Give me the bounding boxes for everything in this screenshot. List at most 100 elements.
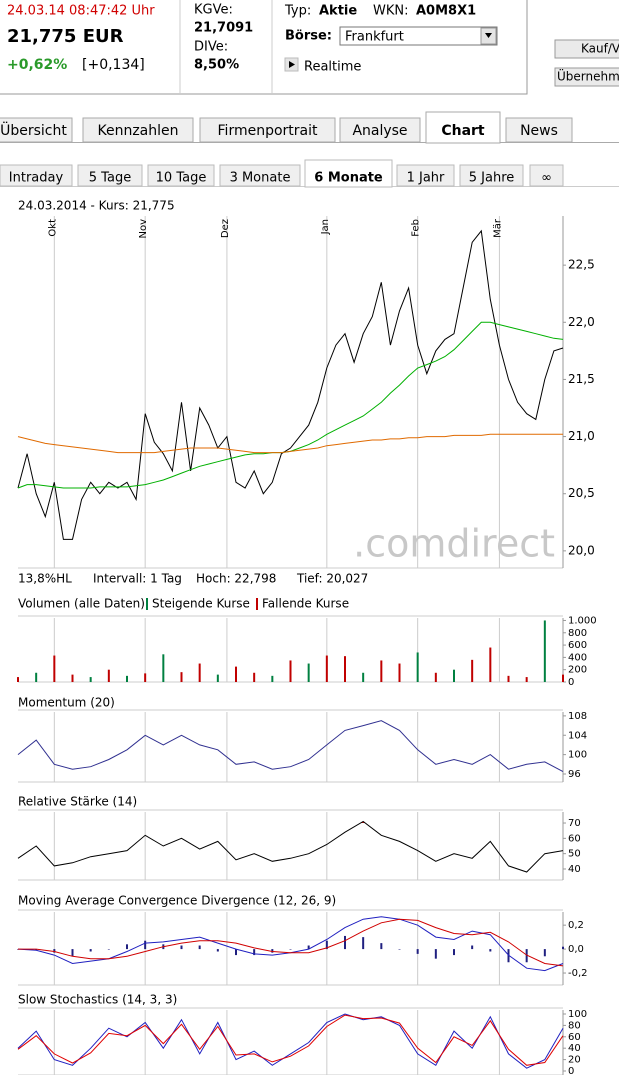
month-label: Nov — [138, 219, 149, 239]
boerse-label: Börse: — [285, 29, 332, 44]
y-tick-label: 0 — [568, 1066, 574, 1075]
typ-label: Typ: — [284, 4, 311, 19]
y-tick-label: 800 — [568, 628, 587, 639]
tab[interactable] — [199, 117, 336, 143]
range-tab[interactable] — [396, 164, 455, 187]
series-line — [17, 820, 564, 873]
y-tick-label: 200 — [568, 665, 587, 676]
bar — [562, 946, 564, 950]
range-tab-label[interactable]: 6 Monate — [314, 171, 383, 186]
bar — [71, 949, 74, 957]
bar — [325, 940, 328, 950]
bar — [307, 663, 310, 682]
bar — [17, 677, 19, 682]
quote-box — [0, 0, 528, 95]
month-label: Feb — [411, 219, 422, 237]
chart-stat: 13,8%HL — [18, 572, 72, 586]
bar — [235, 949, 237, 956]
tab-label[interactable]: News — [520, 123, 558, 139]
y-tick-label: 104 — [568, 730, 587, 741]
y-tick-label: 20,5 — [568, 486, 595, 500]
tab[interactable] — [505, 117, 573, 143]
bar — [489, 647, 492, 682]
range-tab[interactable] — [529, 164, 564, 187]
series-line — [17, 1014, 564, 1066]
y-tick-label: 20 — [568, 1055, 581, 1066]
bar — [253, 672, 256, 682]
tab-label[interactable]: Kennzahlen — [97, 123, 178, 139]
y-tick-label: 40 — [568, 864, 581, 875]
y-tick-label: 100 — [568, 1009, 587, 1020]
wkn: A0M8X1 — [416, 4, 476, 19]
datetime: 24.03.14 08:47:42 Uhr — [7, 4, 155, 19]
bar — [434, 672, 437, 682]
bar — [543, 620, 546, 682]
range-tab[interactable] — [459, 164, 524, 187]
bar — [362, 672, 365, 682]
bar — [216, 674, 219, 682]
panel-title: Relative Stärke (14) — [18, 795, 137, 809]
month-label: Mär — [492, 218, 503, 238]
bar — [543, 949, 546, 957]
range-tab-label[interactable]: 5 Jahre — [469, 171, 515, 186]
range-tab-label[interactable]: 10 Tage — [156, 171, 207, 186]
tab[interactable] — [82, 117, 194, 143]
y-tick-label: 40 — [568, 1043, 581, 1054]
chart-stat: Intervall: 1 Tag — [93, 572, 182, 586]
bar — [380, 943, 383, 950]
range-tab[interactable] — [147, 164, 215, 187]
range-tab[interactable] — [219, 164, 301, 187]
y-tick-label: 21,5 — [568, 372, 595, 386]
month-label: Jan — [320, 219, 331, 235]
bar — [71, 674, 74, 682]
bar — [89, 949, 92, 952]
y-tick-label: 21,0 — [568, 429, 595, 443]
bar — [198, 945, 201, 950]
take-over-button-label[interactable]: Übernehm — [557, 68, 619, 84]
range-tab[interactable] — [304, 159, 393, 188]
bar — [89, 677, 92, 682]
y-tick-label: 70 — [568, 818, 581, 829]
bar — [126, 675, 128, 682]
bar — [307, 945, 310, 950]
range-tab[interactable] — [0, 164, 73, 187]
tab-label[interactable]: Chart — [441, 123, 485, 139]
tab[interactable] — [339, 117, 421, 143]
bar — [416, 652, 419, 682]
bar — [453, 669, 455, 682]
typ: Aktie — [319, 4, 357, 19]
bar — [525, 677, 528, 682]
bar — [216, 949, 219, 952]
kgve-label: KGVe: — [194, 3, 233, 18]
panel-title: Volumen (alle Daten) — [18, 597, 145, 611]
take-over-button[interactable] — [554, 67, 619, 87]
bar — [107, 949, 110, 950]
bar — [344, 656, 346, 682]
legend-swatch — [256, 598, 258, 610]
tab[interactable] — [0, 117, 73, 143]
buy-button[interactable] — [554, 39, 619, 59]
y-tick-label: 50 — [568, 849, 581, 860]
range-tab-label[interactable]: 5 Tage — [89, 171, 131, 186]
realtime[interactable]: Realtime — [304, 60, 361, 75]
range-tab[interactable] — [77, 164, 143, 187]
tab-label[interactable]: Übersicht — [0, 121, 67, 139]
tab[interactable] — [425, 111, 501, 144]
bar — [53, 655, 56, 682]
bar — [525, 949, 528, 963]
range-tab-label[interactable]: 3 Monate — [230, 171, 291, 186]
tab-label[interactable]: Firmenportrait — [218, 123, 318, 139]
range-tab-label[interactable]: 1 Jahr — [407, 171, 445, 186]
range-tab-label[interactable]: Intraday — [9, 171, 64, 186]
buy-button-label[interactable]: Kauf/V — [581, 42, 619, 56]
range-tab-label[interactable]: ∞ — [541, 171, 552, 186]
tab-label[interactable]: Analyse — [352, 123, 407, 139]
chart-stat: Hoch: 22,798 — [196, 572, 276, 586]
bar — [325, 655, 328, 682]
bar — [562, 674, 564, 682]
exchange-select[interactable] — [339, 26, 498, 46]
bar — [235, 666, 237, 682]
bar — [107, 669, 110, 682]
series-line — [17, 720, 564, 773]
